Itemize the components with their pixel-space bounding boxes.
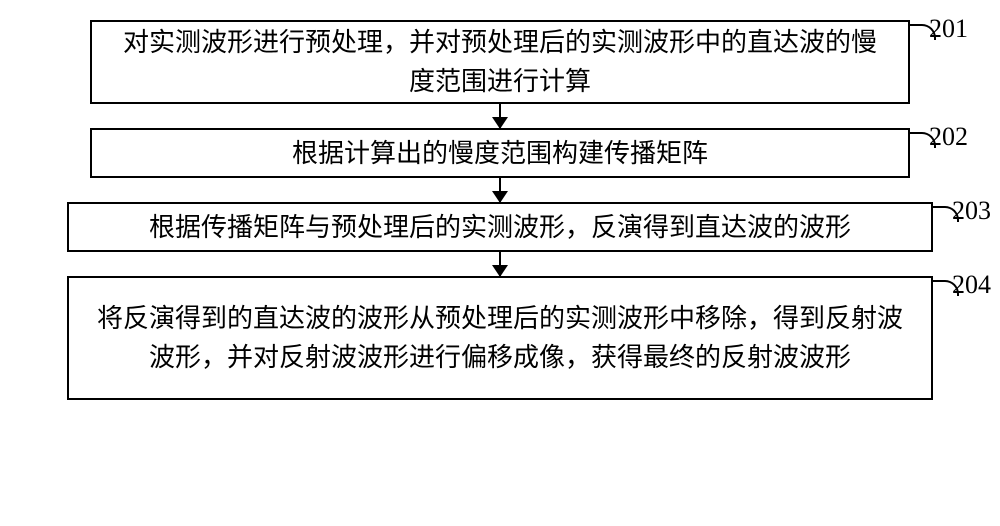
connector-1 <box>499 104 501 128</box>
step-text-201: 对实测波形进行预处理，并对预处理后的实测波形中的直达波的慢度范围进行计算 <box>112 23 888 101</box>
step-box-201: 201 对实测波形进行预处理，并对预处理后的实测波形中的直达波的慢度范围进行计算 <box>90 20 910 104</box>
step-label-202: 202 <box>929 122 968 152</box>
flowchart-container: 201 对实测波形进行预处理，并对预处理后的实测波形中的直达波的慢度范围进行计算… <box>60 20 940 400</box>
step-label-201: 201 <box>929 14 968 44</box>
step-label-204: 204 <box>952 270 991 300</box>
step-box-204: 204 将反演得到的直达波的波形从预处理后的实测波形中移除，得到反射波波形，并对… <box>67 276 933 400</box>
step-text-203: 根据传播矩阵与预处理后的实测波形，反演得到直达波的波形 <box>149 208 851 247</box>
step-box-203: 203 根据传播矩阵与预处理后的实测波形，反演得到直达波的波形 <box>67 202 933 252</box>
connector-2 <box>499 178 501 202</box>
connector-3 <box>499 252 501 276</box>
step-text-204: 将反演得到的直达波的波形从预处理后的实测波形中移除，得到反射波波形，并对反射波波… <box>89 299 911 377</box>
step-text-202: 根据计算出的慢度范围构建传播矩阵 <box>292 134 708 173</box>
step-box-202: 202 根据计算出的慢度范围构建传播矩阵 <box>90 128 910 178</box>
step-label-203: 203 <box>952 196 991 226</box>
